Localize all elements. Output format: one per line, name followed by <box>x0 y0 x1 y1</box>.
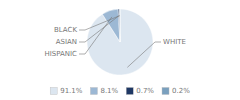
legend-swatch <box>162 88 169 95</box>
legend-swatch <box>90 88 97 95</box>
legend-swatch <box>50 88 57 95</box>
category-label: BLACK <box>54 26 77 34</box>
legend-swatch <box>126 88 133 95</box>
category-label: HISPANIC <box>44 50 77 58</box>
chart: BLACK ASIAN HISPANIC WHITE 91.1% 8.1% 0.7% 0.2% <box>0 0 240 100</box>
legend-item: 0.2% <box>162 87 190 95</box>
leader-line <box>79 17 112 54</box>
pie-slice <box>118 9 120 42</box>
legend-label: 91.1% <box>60 87 83 95</box>
category-label: WHITE <box>163 38 186 46</box>
pie-slice <box>87 9 153 75</box>
pie <box>87 9 153 75</box>
category-label: ASIAN <box>56 38 77 46</box>
legend-item: 8.1% <box>90 87 118 95</box>
pie-slice <box>119 9 120 42</box>
leader-line <box>127 42 161 67</box>
legend-label: 0.7% <box>136 87 154 95</box>
pie-slice <box>102 9 120 42</box>
leader-line <box>79 16 120 30</box>
legend-item: 91.1% <box>50 87 83 95</box>
legend-label: 0.2% <box>172 87 190 95</box>
legend-item: 0.7% <box>126 87 154 95</box>
legend: 91.1% 8.1% 0.7% 0.2% <box>50 87 190 95</box>
leader-line <box>79 16 119 42</box>
legend-label: 8.1% <box>100 87 118 95</box>
